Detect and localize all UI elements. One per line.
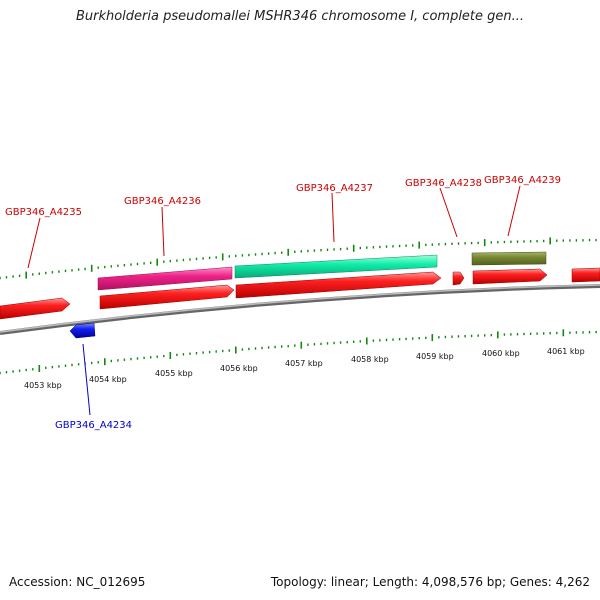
kbp-label-4060: 4060 kbp bbox=[482, 349, 520, 358]
map-title: Burkholderia pseudomallei MSHR346 chromo… bbox=[75, 9, 525, 24]
cds-arrow-next[interactable] bbox=[571, 267, 600, 283]
cds-arrow-a4238[interactable] bbox=[452, 271, 465, 286]
gene-label-a4237: GBP346_A4237 bbox=[296, 183, 373, 194]
kbp-label-4054: 4054 kbp bbox=[89, 375, 127, 384]
gene-label-a4236: GBP346_A4236 bbox=[124, 196, 201, 207]
cds-arrow-a4239[interactable] bbox=[472, 268, 548, 285]
gene-feature-a4236[interactable] bbox=[97, 266, 233, 291]
gene-feature-a4237[interactable] bbox=[234, 254, 438, 279]
kbp-label-4057: 4057 kbp bbox=[285, 359, 323, 368]
gene-feature-a4239[interactable] bbox=[471, 251, 547, 266]
tick-row-bottom bbox=[0, 329, 597, 375]
kbp-label-4058: 4058 kbp bbox=[351, 355, 389, 364]
backbone bbox=[0, 284, 600, 335]
backbone-highlight bbox=[0, 284, 600, 333]
cds-arrow-a4235[interactable] bbox=[0, 297, 71, 320]
cds-arrow-a4234[interactable] bbox=[69, 322, 96, 339]
kbp-label-4061: 4061 kbp bbox=[547, 347, 585, 356]
tick-row-top bbox=[0, 237, 597, 280]
gene-label-a4239: GBP346_A4239 bbox=[484, 175, 561, 186]
kbp-label-4055: 4055 kbp bbox=[155, 369, 193, 378]
gene-label-a4234: GBP346_A4234 bbox=[55, 420, 132, 431]
ruler-labels: 4053 kbp 4054 kbp 4055 kbp 4056 kbp 4057… bbox=[24, 347, 585, 390]
topology-info: Topology: linear; Length: 4,098,576 bp; … bbox=[270, 575, 590, 589]
gene-labels: GBP346_A4235 GBP346_A4236 GBP346_A4237 G… bbox=[5, 175, 561, 431]
kbp-label-4059: 4059 kbp bbox=[416, 352, 454, 361]
accession-text: Accession: NC_012695 bbox=[9, 575, 146, 589]
gene-label-a4238: GBP346_A4238 bbox=[405, 178, 482, 189]
kbp-label-4053: 4053 kbp bbox=[24, 381, 62, 390]
cds-arrow-a4236[interactable] bbox=[99, 284, 235, 310]
cds-track-forward bbox=[0, 267, 600, 320]
kbp-label-4056: 4056 kbp bbox=[220, 364, 258, 373]
cds-arrow-a4237[interactable] bbox=[235, 271, 442, 299]
gene-label-a4235: GBP346_A4235 bbox=[5, 207, 82, 218]
gene-track bbox=[97, 251, 547, 291]
